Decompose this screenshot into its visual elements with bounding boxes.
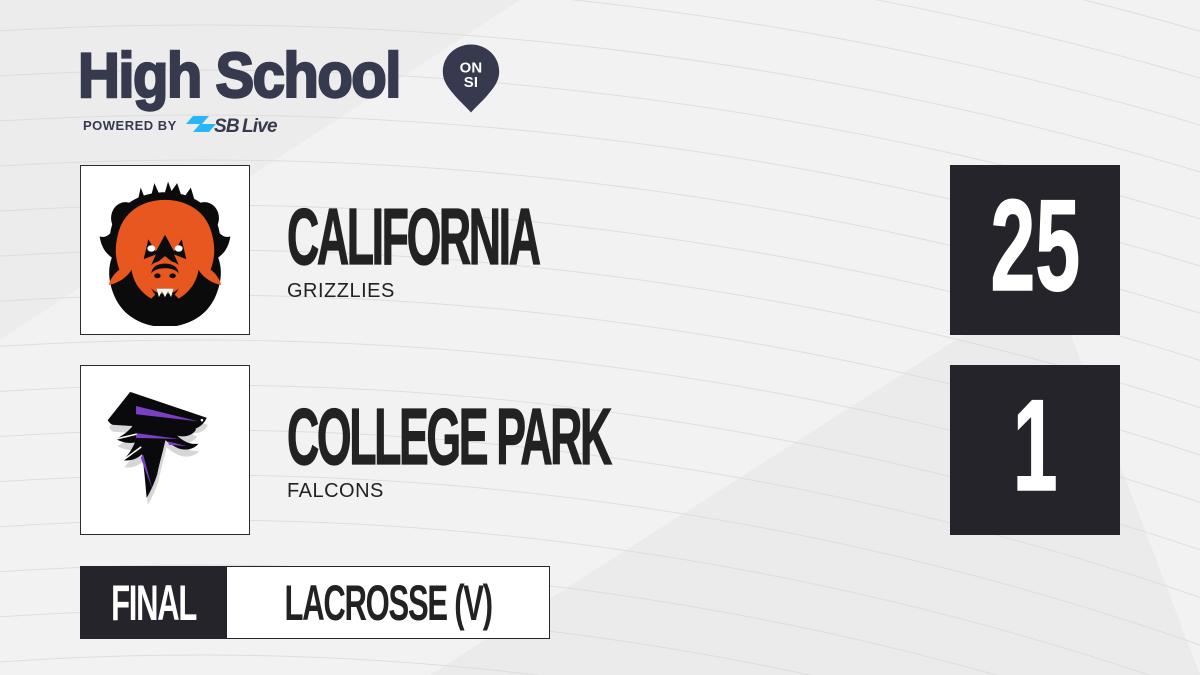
svg-text:Live: Live (242, 116, 278, 137)
svg-text:SB: SB (214, 116, 240, 137)
svg-text:SI: SI (464, 75, 478, 91)
